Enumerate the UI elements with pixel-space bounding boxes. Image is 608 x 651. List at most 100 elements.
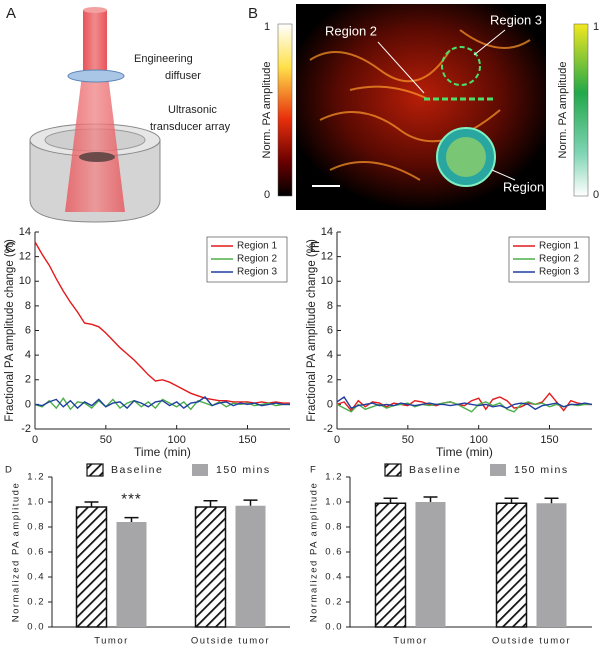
- arrow: [377, 41, 425, 94]
- colorbar-min: 0: [593, 189, 599, 201]
- y-tick-label: 4: [327, 349, 333, 361]
- bar: [235, 505, 266, 627]
- y-tick-label: 0.6: [325, 547, 343, 558]
- chart: D 0.0 0.2 0.4 0.6 0.8 1.0 1.2 Normalized PA ampl…: [5, 463, 290, 647]
- legend-swatch: [192, 464, 208, 476]
- y-axis-title: Fractional PA amplitude change (%): [306, 239, 318, 422]
- y-tick-label: 8: [25, 300, 31, 312]
- sample: [79, 152, 115, 162]
- label: transducer array: [150, 121, 231, 133]
- colorbar-max: 1: [264, 21, 270, 33]
- colorbar: [573, 23, 589, 197]
- region-label: Region 2: [325, 23, 377, 38]
- x-tick-label: Tumor: [393, 636, 428, 647]
- y-tick-label: 4: [25, 349, 31, 361]
- region-label: Region 3: [490, 12, 542, 27]
- error-bar: [203, 500, 218, 507]
- bar: [374, 502, 407, 628]
- legend-swatch: [490, 464, 506, 476]
- panel-letter: D: [5, 465, 13, 476]
- colorbar: [277, 23, 293, 197]
- y-tick-label: 0.4: [325, 572, 343, 583]
- y-axis-title: Normalized PA amplitude: [11, 482, 22, 622]
- y-tick-label: 0.8: [27, 522, 45, 533]
- panel-letter: A: [6, 5, 16, 22]
- error-bar: [423, 496, 438, 502]
- y-tick-label: 1.2: [325, 472, 343, 483]
- legend-label: 150 mins: [216, 464, 271, 476]
- y-tick-label: 6: [25, 324, 31, 336]
- diffuser: [67, 69, 125, 83]
- series-line: [336, 401, 592, 413]
- colorbar-max: 1: [593, 21, 599, 33]
- label: Ultrasonic: [168, 104, 217, 116]
- region-3: [441, 46, 481, 86]
- beam-cone: [65, 75, 125, 212]
- legend-label: Baseline: [409, 464, 461, 476]
- bar: [75, 506, 108, 628]
- arrow: [491, 169, 516, 181]
- x-tick-label: Tumor: [94, 636, 129, 647]
- error-bar: [84, 501, 99, 507]
- panel-letter: E: [310, 239, 320, 256]
- panel-letter: B: [248, 5, 258, 22]
- annotation: ***: [121, 491, 142, 508]
- bar: [536, 503, 567, 627]
- y-tick-label: 14: [19, 226, 31, 238]
- series-line: [336, 396, 593, 411]
- series-line: [34, 396, 290, 411]
- legend-label: Baseline: [111, 464, 163, 476]
- y-tick-label: 0.6: [27, 547, 45, 558]
- y-tick-label: 10: [19, 275, 31, 287]
- y-tick-label: 1.2: [27, 472, 45, 483]
- arrow: [473, 29, 506, 56]
- legend-label: Region 1: [237, 241, 277, 252]
- y-tick-label: -2: [323, 423, 333, 435]
- x-tick-label: 0: [334, 434, 340, 446]
- y-tick-label: 1.0: [27, 497, 45, 508]
- y-tick-label: 0.2: [325, 597, 343, 608]
- x-axis-title: Time (min): [436, 445, 493, 459]
- series-line: [336, 392, 592, 412]
- beam: [83, 10, 107, 75]
- y-tick-label: 2: [25, 374, 31, 386]
- x-tick-label: 100: [167, 434, 185, 446]
- x-tick-label: 50: [402, 434, 414, 446]
- y-tick-label: 10: [321, 275, 333, 287]
- x-tick-label: 50: [100, 434, 112, 446]
- label: Engineering: [134, 53, 193, 65]
- y-tick-label: 0.4: [27, 572, 45, 583]
- y-tick-label: 12: [321, 251, 333, 263]
- colorbar-title: Norm. PA amplitude: [261, 61, 273, 158]
- diagram-a: A Engineering diffuser Ultrasonic transd…: [6, 5, 231, 223]
- image-b: B Region 2 Region 3 Region 1 1 0 Norm. P…: [248, 4, 599, 210]
- x-axis-title: Time (min): [134, 445, 191, 459]
- error-bar: [544, 497, 559, 504]
- region-1-core: [446, 137, 486, 177]
- region-label: Region 1: [503, 179, 555, 194]
- colorbar-min: 0: [264, 189, 270, 201]
- x-tick-label: 0: [32, 434, 38, 446]
- bar: [194, 506, 227, 628]
- series-line: [34, 396, 290, 410]
- bar: [116, 522, 147, 627]
- y-tick-label: 0.8: [325, 522, 343, 533]
- y-tick-label: -2: [21, 423, 31, 435]
- y-tick-label: 0.2: [27, 597, 45, 608]
- y-tick-label: 8: [327, 300, 333, 312]
- y-tick-label: 0: [327, 398, 333, 410]
- colorbar-title: Norm. PA amplitude: [557, 61, 569, 158]
- x-tick-label: 150: [540, 434, 558, 446]
- chart: F 0.0 0.2 0.4 0.6 0.8 1.0 1.2 Normalized PA ampl…: [309, 463, 592, 647]
- label: diffuser: [165, 70, 201, 82]
- x-tick-label: 100: [469, 434, 487, 446]
- y-tick-label: 6: [327, 324, 333, 336]
- error-bar: [124, 516, 139, 522]
- y-tick-label: 0: [25, 398, 31, 410]
- legend-label: Region 3: [237, 267, 277, 278]
- y-tick-label: 12: [19, 251, 31, 263]
